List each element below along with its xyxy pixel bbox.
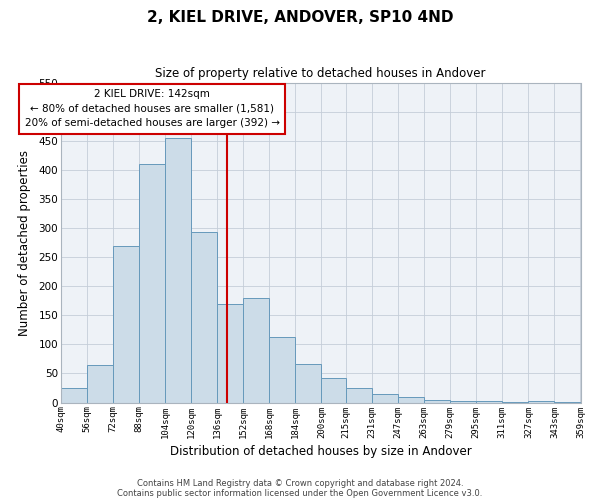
Bar	[346, 388, 372, 402]
Text: 2 KIEL DRIVE: 142sqm
← 80% of detached houses are smaller (1,581)
20% of semi-de: 2 KIEL DRIVE: 142sqm ← 80% of detached h…	[25, 89, 280, 128]
Bar	[217, 304, 244, 402]
Title: Size of property relative to detached houses in Andover: Size of property relative to detached ho…	[155, 68, 486, 80]
Bar	[424, 400, 450, 402]
Bar	[295, 364, 322, 403]
Text: 2, KIEL DRIVE, ANDOVER, SP10 4ND: 2, KIEL DRIVE, ANDOVER, SP10 4ND	[147, 10, 453, 25]
Bar	[87, 365, 113, 403]
Bar	[61, 388, 87, 402]
Bar	[372, 394, 398, 402]
Y-axis label: Number of detached properties: Number of detached properties	[19, 150, 31, 336]
X-axis label: Distribution of detached houses by size in Andover: Distribution of detached houses by size …	[170, 444, 472, 458]
Bar	[450, 401, 476, 402]
Bar	[269, 337, 295, 402]
Bar	[139, 164, 165, 402]
Bar	[191, 232, 217, 402]
Bar	[244, 298, 269, 403]
Bar	[322, 378, 346, 402]
Bar	[398, 396, 424, 402]
Bar	[165, 138, 191, 402]
Bar	[113, 246, 139, 402]
Text: Contains public sector information licensed under the Open Government Licence v3: Contains public sector information licen…	[118, 488, 482, 498]
Text: Contains HM Land Registry data © Crown copyright and database right 2024.: Contains HM Land Registry data © Crown c…	[137, 478, 463, 488]
